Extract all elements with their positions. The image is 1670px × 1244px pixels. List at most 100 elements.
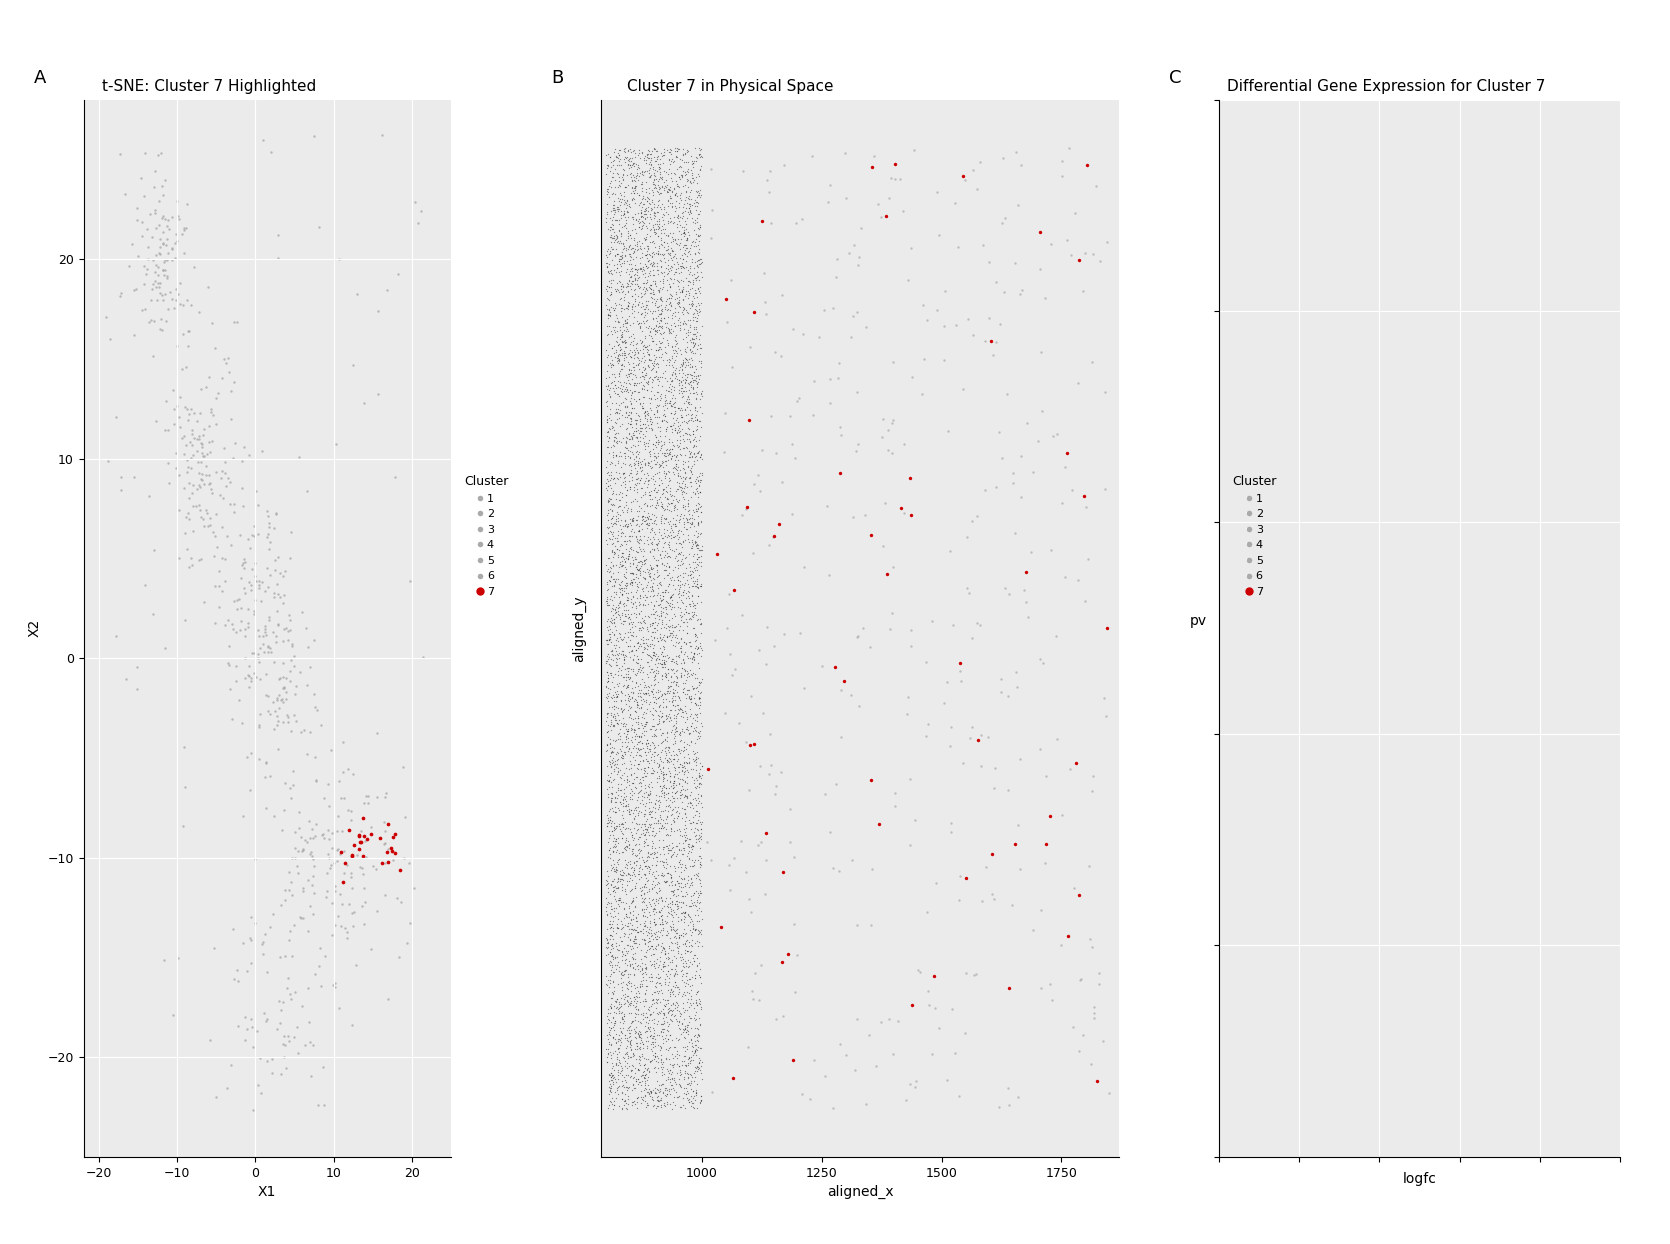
Point xyxy=(656,841,683,861)
Point xyxy=(645,317,671,337)
Point xyxy=(648,1014,675,1034)
Point xyxy=(680,647,706,667)
Point xyxy=(675,352,701,372)
Point xyxy=(625,479,651,499)
Point xyxy=(596,1081,623,1101)
Point xyxy=(645,673,671,693)
Point xyxy=(605,989,631,1009)
Point xyxy=(611,1095,638,1115)
Point xyxy=(645,245,671,265)
Point xyxy=(630,162,656,182)
Point xyxy=(623,689,650,709)
Point xyxy=(686,277,713,297)
Point xyxy=(630,546,656,566)
Point xyxy=(301,883,327,903)
Point xyxy=(1069,1025,1096,1045)
Point xyxy=(621,858,648,878)
Point xyxy=(633,151,660,170)
Point xyxy=(660,439,686,459)
Point xyxy=(635,861,661,881)
Point xyxy=(653,602,680,622)
Point xyxy=(898,995,925,1015)
Point xyxy=(625,1037,651,1057)
Point xyxy=(678,411,705,430)
Point xyxy=(596,953,623,973)
Point xyxy=(264,602,291,622)
Point xyxy=(653,926,680,945)
Point xyxy=(686,672,713,692)
Point xyxy=(668,554,695,573)
Point xyxy=(665,214,691,234)
Point xyxy=(606,351,633,371)
Point xyxy=(227,525,254,545)
Point xyxy=(681,300,708,320)
Point xyxy=(631,376,658,396)
Point xyxy=(661,495,688,515)
Point xyxy=(630,627,656,647)
Point xyxy=(595,304,621,323)
Point xyxy=(1089,1031,1116,1051)
Point xyxy=(606,345,633,364)
Point xyxy=(760,527,787,547)
Point xyxy=(630,578,656,598)
Point xyxy=(631,1085,658,1105)
Point xyxy=(630,633,656,653)
Point xyxy=(1005,1087,1032,1107)
Point xyxy=(640,904,666,924)
Point xyxy=(628,1066,655,1086)
Point xyxy=(633,337,660,357)
Point xyxy=(666,821,693,841)
Point xyxy=(660,413,686,433)
Point xyxy=(650,301,676,321)
Point xyxy=(605,520,631,540)
Point xyxy=(618,493,645,513)
Point xyxy=(635,922,661,942)
Point xyxy=(605,685,631,705)
Point xyxy=(962,964,989,984)
Point xyxy=(631,911,658,931)
Point xyxy=(685,688,711,708)
Point xyxy=(224,591,250,611)
Point xyxy=(631,360,658,379)
Point xyxy=(666,782,693,802)
Point xyxy=(680,412,706,432)
Point xyxy=(189,443,215,463)
Point xyxy=(645,264,671,284)
Point xyxy=(1010,580,1037,600)
Point xyxy=(245,648,272,668)
Point xyxy=(623,820,650,840)
Point xyxy=(635,940,661,960)
Point xyxy=(685,547,711,567)
Point xyxy=(603,1050,630,1070)
Point xyxy=(626,1034,653,1054)
Point xyxy=(1039,990,1065,1010)
Point xyxy=(670,679,696,699)
Point xyxy=(613,1091,640,1111)
Point xyxy=(646,279,673,299)
Point xyxy=(663,993,690,1013)
Point xyxy=(660,980,686,1000)
Point xyxy=(680,663,706,683)
Point xyxy=(596,697,623,717)
Point xyxy=(595,668,621,688)
Point xyxy=(596,300,623,320)
Point xyxy=(618,521,645,541)
Point xyxy=(633,291,660,311)
Point xyxy=(666,723,693,743)
Point xyxy=(200,526,227,546)
Point xyxy=(651,817,678,837)
Point xyxy=(633,280,660,300)
Point xyxy=(297,829,324,848)
Point xyxy=(625,633,651,653)
Point xyxy=(625,917,651,937)
Point xyxy=(661,207,688,226)
Point xyxy=(675,355,701,374)
Point xyxy=(261,652,287,672)
Point xyxy=(595,1039,621,1059)
Point xyxy=(655,355,681,374)
Point xyxy=(633,819,660,838)
Point xyxy=(656,1069,683,1088)
Point xyxy=(641,794,668,814)
Point xyxy=(616,509,643,529)
Point xyxy=(683,151,710,170)
